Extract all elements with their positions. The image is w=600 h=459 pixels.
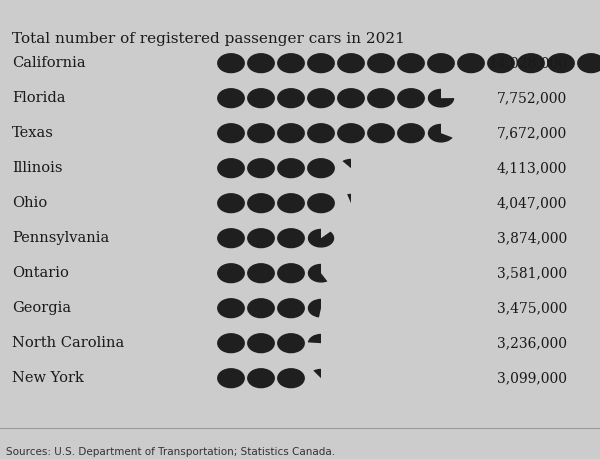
Circle shape: [248, 264, 274, 283]
Circle shape: [548, 54, 574, 73]
Wedge shape: [313, 369, 321, 378]
Circle shape: [398, 54, 424, 73]
Text: North Carolina: North Carolina: [12, 336, 124, 350]
Circle shape: [218, 54, 244, 73]
Circle shape: [218, 369, 244, 387]
Circle shape: [338, 124, 364, 143]
Wedge shape: [428, 124, 452, 143]
Circle shape: [308, 124, 334, 143]
Circle shape: [218, 264, 244, 283]
Circle shape: [218, 299, 244, 318]
Circle shape: [458, 54, 484, 73]
Text: California: California: [12, 56, 86, 70]
Circle shape: [278, 194, 304, 213]
Text: New York: New York: [12, 371, 84, 385]
Circle shape: [278, 54, 304, 73]
Circle shape: [338, 89, 364, 107]
Circle shape: [278, 89, 304, 107]
Text: Total number of registered passenger cars in 2021: Total number of registered passenger car…: [12, 32, 405, 46]
Wedge shape: [308, 264, 328, 283]
Circle shape: [248, 369, 274, 387]
Text: Ontario: Ontario: [12, 266, 69, 280]
Circle shape: [308, 54, 334, 73]
Text: Ohio: Ohio: [12, 196, 47, 210]
Text: Texas: Texas: [12, 126, 54, 140]
Circle shape: [488, 54, 514, 73]
Circle shape: [278, 334, 304, 353]
Text: 4,047,000: 4,047,000: [497, 196, 567, 210]
Wedge shape: [343, 159, 351, 168]
Circle shape: [518, 54, 544, 73]
Circle shape: [278, 299, 304, 318]
Text: 3,874,000: 3,874,000: [497, 231, 567, 245]
Text: Illinois: Illinois: [12, 161, 62, 175]
Circle shape: [218, 159, 244, 178]
Text: Pennsylvania: Pennsylvania: [12, 231, 109, 245]
Wedge shape: [308, 299, 321, 318]
Circle shape: [248, 229, 274, 247]
Text: Florida: Florida: [12, 91, 65, 105]
Text: Georgia: Georgia: [12, 301, 71, 315]
Wedge shape: [308, 334, 321, 343]
Text: 3,475,000: 3,475,000: [497, 301, 567, 315]
Circle shape: [248, 194, 274, 213]
Circle shape: [338, 54, 364, 73]
Circle shape: [218, 89, 244, 107]
Circle shape: [398, 89, 424, 107]
Text: 3,099,000: 3,099,000: [497, 371, 567, 385]
Text: 7,752,000: 7,752,000: [497, 91, 567, 105]
Wedge shape: [428, 89, 454, 107]
Text: 3,236,000: 3,236,000: [497, 336, 567, 350]
Text: 7,672,000: 7,672,000: [497, 126, 567, 140]
Circle shape: [308, 194, 334, 213]
Circle shape: [278, 369, 304, 387]
Circle shape: [248, 159, 274, 178]
Text: 14,028,000: 14,028,000: [488, 56, 567, 70]
Circle shape: [248, 89, 274, 107]
Circle shape: [218, 124, 244, 143]
Wedge shape: [308, 229, 334, 247]
Text: 3,581,000: 3,581,000: [497, 266, 567, 280]
Circle shape: [218, 194, 244, 213]
Circle shape: [278, 264, 304, 283]
Circle shape: [368, 89, 394, 107]
Circle shape: [248, 299, 274, 318]
Circle shape: [308, 159, 334, 178]
Circle shape: [368, 54, 394, 73]
Circle shape: [308, 89, 334, 107]
Circle shape: [428, 54, 454, 73]
Circle shape: [218, 229, 244, 247]
Circle shape: [368, 124, 394, 143]
Circle shape: [218, 334, 244, 353]
Circle shape: [278, 159, 304, 178]
Circle shape: [578, 54, 600, 73]
Circle shape: [398, 124, 424, 143]
Wedge shape: [347, 194, 351, 203]
Circle shape: [248, 334, 274, 353]
Circle shape: [248, 124, 274, 143]
Text: 4,113,000: 4,113,000: [497, 161, 567, 175]
Circle shape: [248, 54, 274, 73]
Circle shape: [278, 124, 304, 143]
Text: Sources: U.S. Department of Transportation; Statistics Canada.: Sources: U.S. Department of Transportati…: [6, 447, 335, 457]
Circle shape: [278, 229, 304, 247]
